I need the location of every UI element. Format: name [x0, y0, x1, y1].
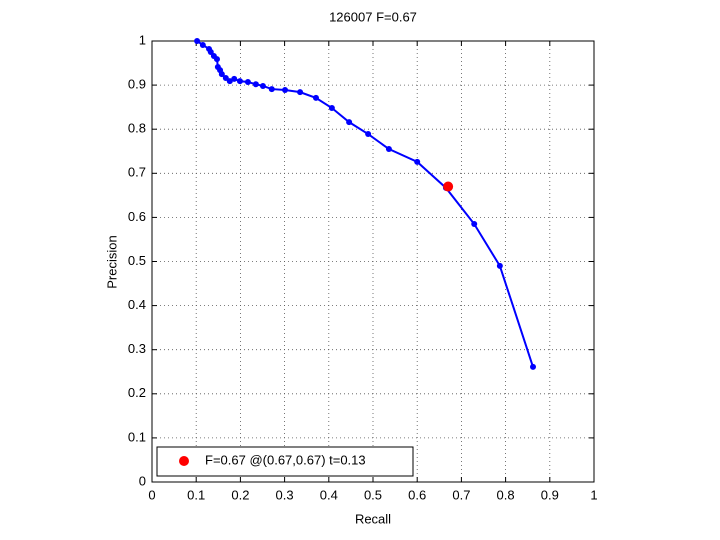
point	[365, 131, 372, 138]
y-tick-label: 0.6	[128, 209, 146, 224]
point	[231, 75, 238, 82]
point	[346, 119, 353, 126]
point	[226, 78, 233, 85]
x-tick-label: 0.4	[320, 487, 338, 502]
point	[297, 89, 304, 96]
point	[259, 82, 266, 89]
y-tick-label: 1	[139, 32, 146, 47]
legend-box	[156, 446, 414, 477]
x-tick-label: 0.6	[408, 487, 426, 502]
x-tick-label: 0.9	[541, 487, 559, 502]
point	[385, 146, 392, 153]
point	[194, 38, 201, 44]
y-axis-label: Precision	[104, 235, 119, 288]
x-tick-label: 1	[590, 487, 597, 502]
y-tick-label: 0.5	[128, 253, 146, 268]
y-tick-label: 0.9	[128, 77, 146, 92]
point	[328, 105, 335, 112]
point	[282, 86, 289, 93]
x-tick-label: 0.1	[187, 487, 205, 502]
point	[244, 79, 251, 86]
x-tick-label: 0.5	[364, 487, 382, 502]
point	[471, 221, 478, 228]
plot-frame	[151, 40, 595, 483]
point	[218, 71, 225, 78]
point	[199, 41, 206, 48]
point	[236, 78, 243, 85]
y-tick-label: 0.1	[128, 429, 146, 444]
x-tick-label: 0.3	[276, 487, 294, 502]
legend-marker	[179, 456, 189, 466]
y-tick-label: 0.4	[128, 297, 146, 312]
point	[312, 94, 319, 101]
y-tick-label: 0.7	[128, 165, 146, 180]
point	[496, 262, 503, 269]
point	[530, 363, 537, 370]
y-tick-label: 0.8	[128, 121, 146, 136]
x-axis-label: Recall	[355, 511, 391, 526]
chart-title: 126007 F=0.67	[329, 9, 417, 24]
x-tick-label: 0.2	[231, 487, 249, 502]
legend-label: F=0.67 @(0.67,0.67) t=0.13	[205, 452, 366, 467]
x-tick-label: 0.8	[497, 487, 515, 502]
point	[213, 56, 220, 63]
point	[252, 81, 259, 88]
y-tick-label: 0	[139, 473, 146, 488]
x-tick-label: 0	[148, 487, 155, 502]
y-tick-label: 0.2	[128, 385, 146, 400]
x-tick-label: 0.7	[452, 487, 470, 502]
point	[268, 86, 275, 93]
y-tick-label: 0.3	[128, 341, 146, 356]
point	[414, 158, 421, 165]
highlight-point	[443, 181, 454, 192]
